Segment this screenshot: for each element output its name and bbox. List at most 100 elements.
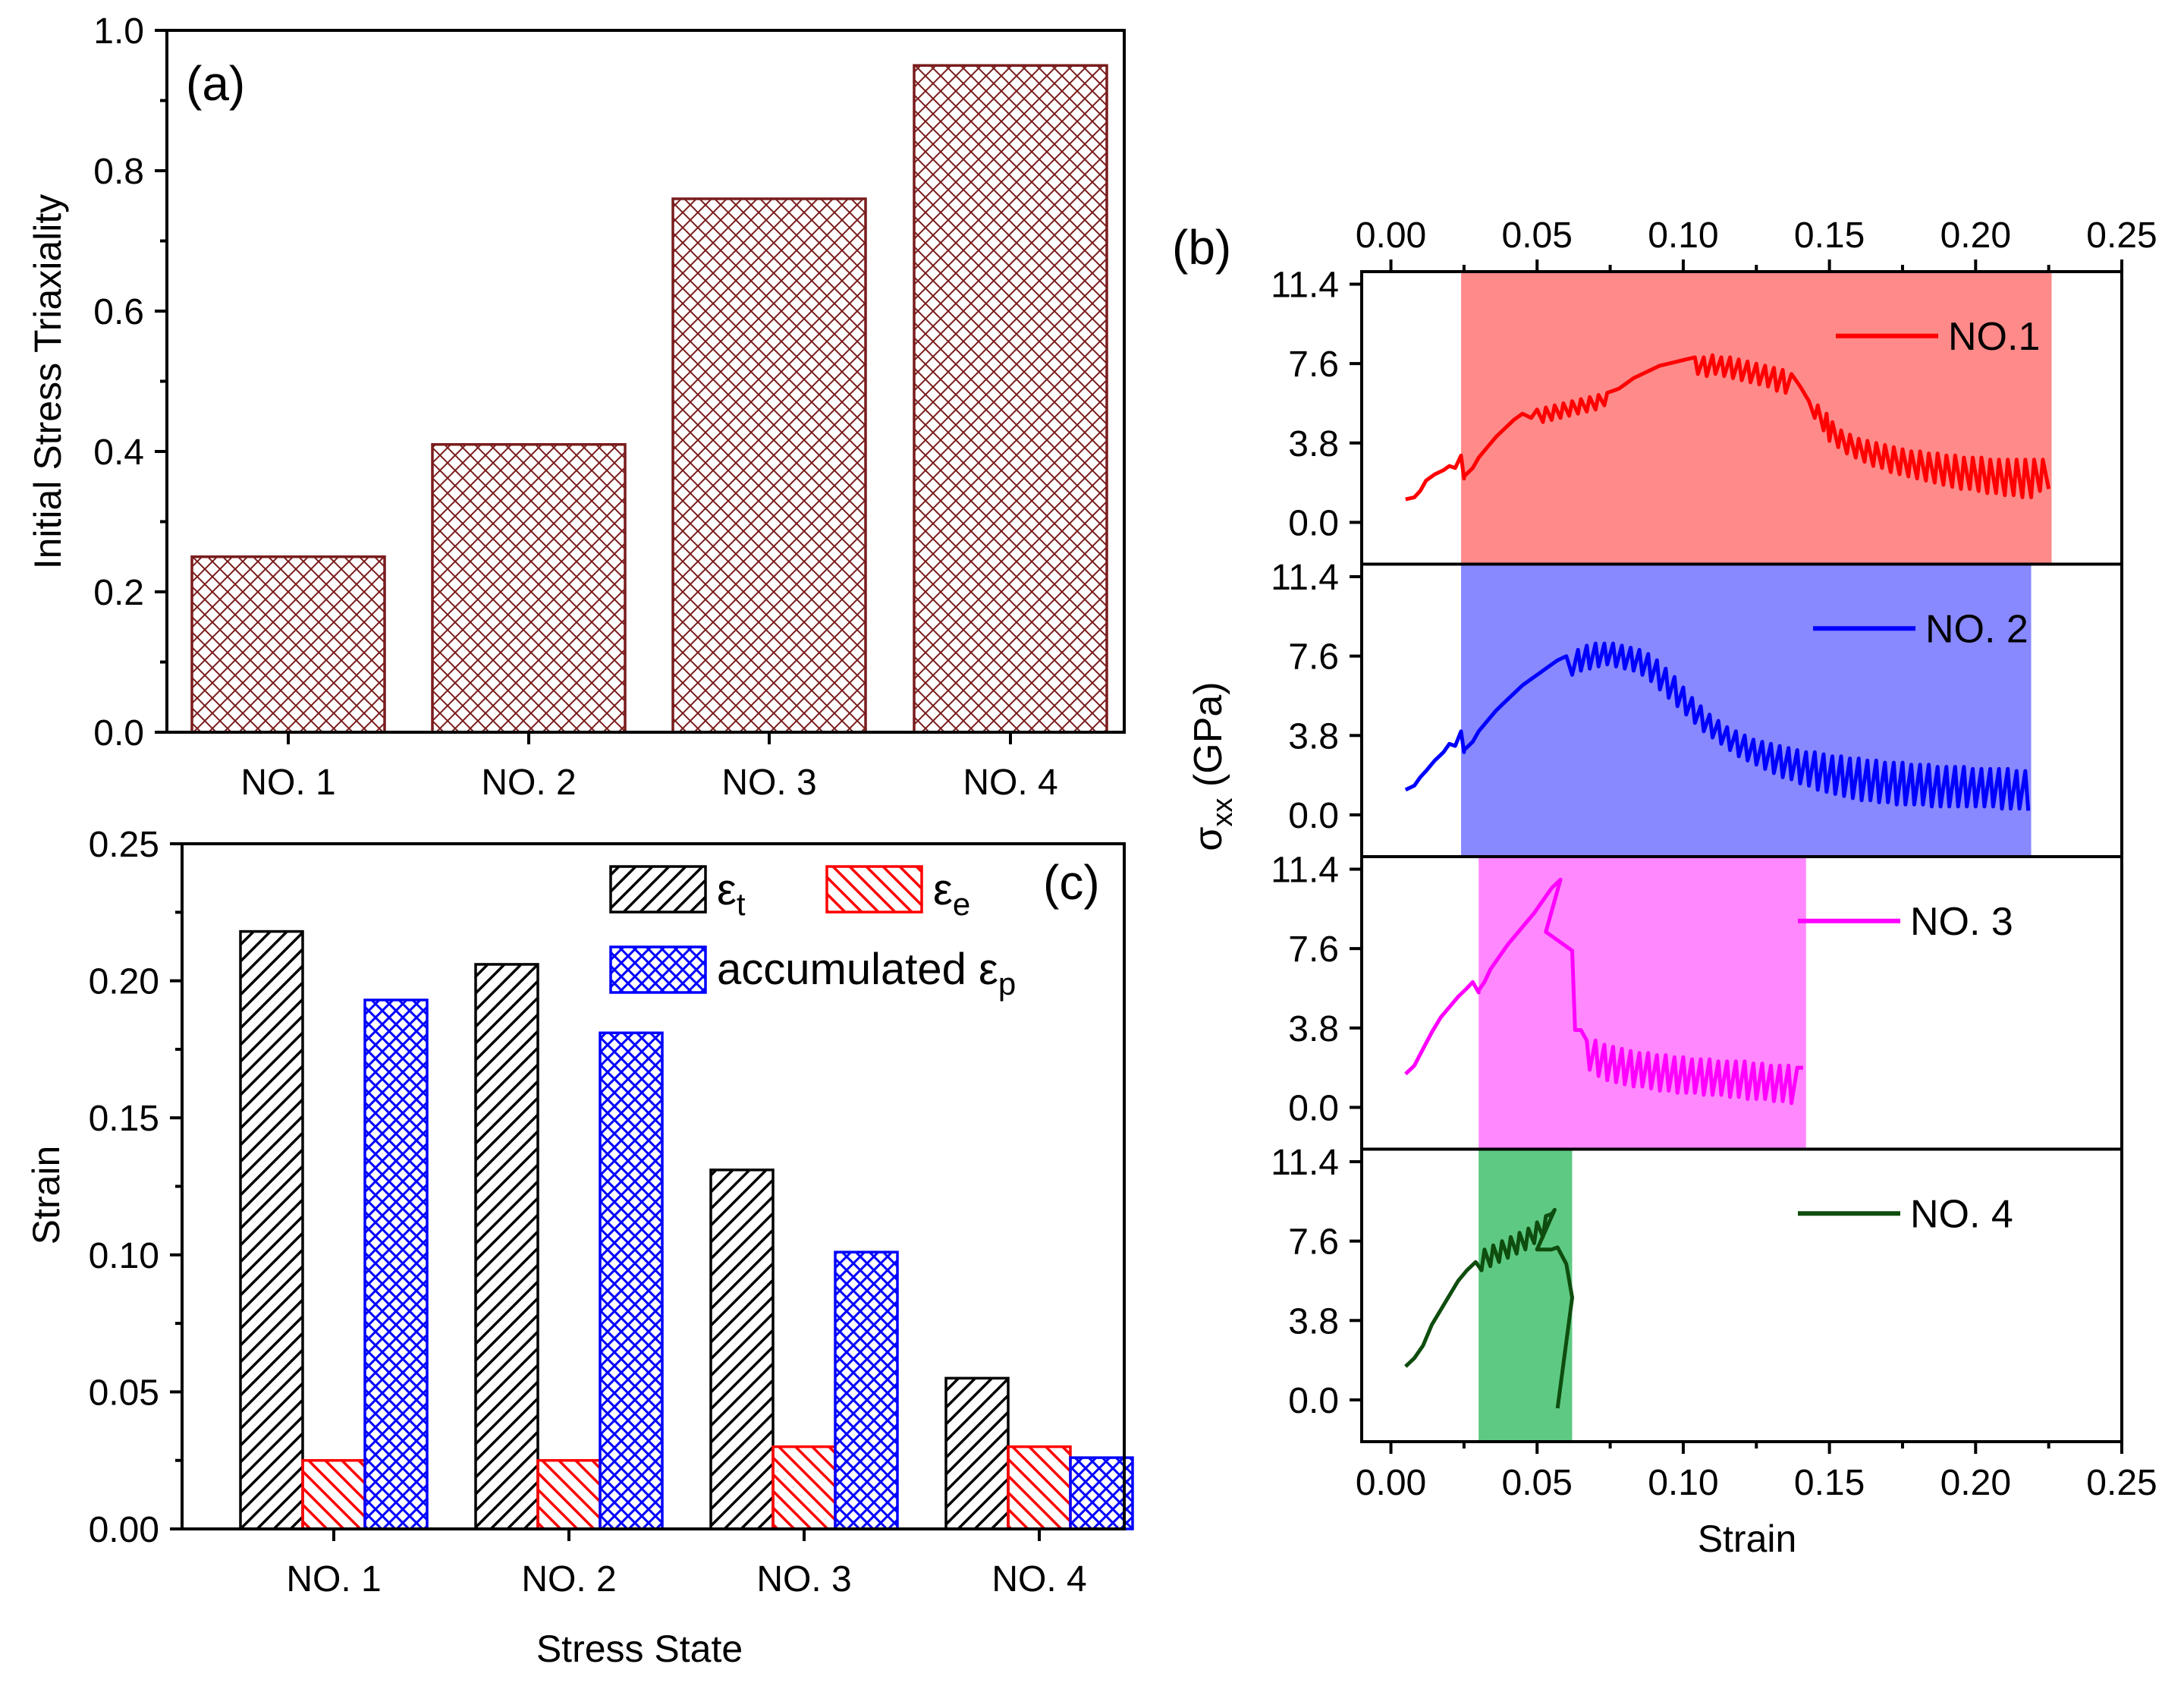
panel-a-bars — [190, 64, 1108, 734]
panel-c-x-axis-title: Stress State — [536, 1628, 743, 1670]
panel-a-y-axis-title: Initial Stress Triaxiality — [27, 194, 69, 570]
panel-c-x-ticks: NO. 1 NO. 2 NO. 3 NO. 4 — [286, 1529, 1087, 1599]
panel-c-bar-series1-cat2 — [474, 963, 539, 1530]
panel-b-y-tick-label: 0.0 — [1288, 503, 1339, 543]
panel-b-y-axis-title: σxx (GPa) — [1186, 681, 1239, 851]
panel-c-bar-series1-cat3 — [709, 1169, 775, 1530]
panel-c-bar-series3-cat2 — [599, 1031, 664, 1530]
panel-b-subplot-4: 0.0 3.8 7.6 11.4 NO. 4 — [1271, 1143, 2013, 1442]
panel-b-x-tick-label-bottom: 0.20 — [1940, 1463, 2011, 1503]
panel-b-y-tick-label: 7.6 — [1288, 637, 1339, 678]
panel-b-y-tick-label: 3.8 — [1288, 1009, 1339, 1049]
panel-c-bar-series2-cat3 — [771, 1445, 837, 1530]
panel-c-y-tick-label: 0.10 — [89, 1236, 159, 1276]
panel-b-shade-4 — [1479, 1149, 1573, 1442]
panel-a-x-tick-label: NO. 2 — [481, 763, 576, 803]
panel-b-dividers — [1362, 562, 2122, 1151]
panel-c-bar-series3-cat1 — [363, 999, 429, 1530]
panel-b-line-3 — [1404, 877, 1803, 1106]
panel-b-y-tick-label: 11.4 — [1271, 851, 1339, 891]
panel-b-shade-2 — [1461, 564, 2032, 857]
legend-swatch-et — [609, 865, 707, 914]
panel-b-legend-label-1: NO.1 — [1948, 315, 2040, 359]
panel-b-y-tick-label: 11.4 — [1271, 558, 1339, 598]
panel-c-y-tick-label: 0.05 — [89, 1373, 159, 1413]
panel-c-y-tick-label: 0.20 — [89, 962, 159, 1002]
panel-c-y-ticks: 0.00 0.05 0.10 0.15 0.20 0.25 — [89, 825, 182, 1550]
panel-a-label: (a) — [186, 56, 245, 111]
panel-c-y-tick-label: 0.00 — [89, 1510, 159, 1550]
panel-b-y-tick-label: 0.0 — [1288, 1088, 1339, 1128]
panel-b-y-tick-label: 7.6 — [1288, 930, 1339, 970]
panel-b-shade-3 — [1479, 857, 1806, 1150]
panel-c-y-tick-label: 0.25 — [89, 825, 159, 865]
panel-b-x-tick-label-bottom: 0.25 — [2086, 1463, 2157, 1503]
panel-a-initial-stress-triaxiality: 0.00.20.40.60.81.0 NO. 1 NO. 2 NO. 3 NO. 4 … — [27, 11, 1126, 803]
panel-c-y-axis-title: Strain — [25, 1146, 68, 1245]
panel-b-x-tick-label-bottom: 0.00 — [1356, 1463, 1426, 1503]
panel-b-subplot-3: 0.0 3.8 7.6 11.4 NO. 3 — [1271, 851, 2013, 1150]
panel-a-bar-1 — [190, 555, 386, 734]
panel-b-x-tick-label-bottom: 0.05 — [1502, 1463, 1573, 1503]
panel-b-line-1 — [1405, 353, 2051, 502]
panel-c-bar-series1-cat1 — [239, 930, 304, 1530]
panel-b-line-4 — [1404, 1207, 1574, 1409]
panel-b-y-tick-label: 7.6 — [1288, 344, 1339, 385]
panel-b-label: (b) — [1172, 220, 1231, 275]
panel-c-x-tick-label: NO. 4 — [991, 1559, 1086, 1599]
panel-a-x-tick-label: NO. 4 — [963, 763, 1057, 803]
panel-a-y-tick-label: 0.8 — [93, 152, 144, 192]
panel-b-y-tick-label: 0.0 — [1288, 796, 1339, 836]
panel-b-legend-label-4: NO. 4 — [1910, 1192, 2013, 1236]
panel-c-bar-series1-cat4 — [944, 1376, 1010, 1530]
panel-b-x-ticks: 0.00 0.00 0.05 0.05 0.10 0.10 0.15 0.15 0.20 0.20… — [1356, 215, 2157, 1503]
legend-label-ep: accumulated εp — [717, 945, 1016, 1002]
legend-swatch-ep — [609, 945, 707, 994]
panel-a-x-tick-label: NO. 3 — [721, 763, 816, 803]
panel-b-legend-label-2: NO. 2 — [1925, 607, 2028, 651]
panel-a-x-ticks: NO. 1 NO. 2 NO. 3 NO. 4 — [240, 732, 1058, 803]
panel-a-y-tick-label: 1.0 — [93, 11, 144, 52]
panel-c-x-tick-label: NO. 3 — [756, 1559, 851, 1599]
panel-b-y-tick-label: 3.8 — [1288, 716, 1339, 756]
legend-swatch-ee — [825, 865, 923, 914]
panel-c-x-tick-label: NO. 2 — [521, 1559, 616, 1599]
panel-c-bar-series3-cat3 — [834, 1250, 899, 1530]
panel-c-y-tick-label: 0.15 — [89, 1099, 159, 1139]
panel-b-x-tick-label-bottom: 0.10 — [1648, 1463, 1718, 1503]
panel-b-x-tick-label-top: 0.05 — [1502, 215, 1573, 256]
panel-c-bar-series3-cat4 — [1069, 1456, 1134, 1530]
panel-b-y-tick-label: 11.4 — [1271, 1143, 1339, 1183]
panel-b-legend-label-3: NO. 3 — [1910, 900, 2013, 944]
panel-c-strain-components: 0.00 0.05 0.10 0.15 0.20 0.25 NO. 1 NO. 2 NO. 3… — [25, 825, 1134, 1670]
panel-a-bar-2 — [431, 443, 627, 734]
panel-b-y-tick-label: 0.0 — [1288, 1381, 1339, 1421]
panel-a-y-tick-label: 0.0 — [93, 713, 144, 753]
panel-b-x-tick-label-top: 0.15 — [1794, 215, 1865, 256]
panel-c-bar-series2-cat4 — [1007, 1445, 1072, 1530]
legend-label-et: εt — [717, 865, 746, 922]
panel-a-x-tick-label: NO. 1 — [240, 763, 335, 803]
panel-b-x-tick-label-top: 0.20 — [1940, 215, 2011, 256]
panel-b-y-tick-label: 3.8 — [1288, 1301, 1339, 1342]
panel-b-subplot-2: 0.0 3.8 7.6 11.4 NO. 2 — [1271, 558, 2032, 857]
panel-c-label: (c) — [1043, 855, 1100, 910]
panel-c-legend: εt εe accumulated εp — [609, 865, 1016, 1002]
panel-b-y-tick-label: 11.4 — [1271, 266, 1339, 306]
panel-b-x-tick-label-bottom: 0.15 — [1794, 1463, 1865, 1503]
panel-b-subplots: 0.0 3.8 7.6 11.4 NO.1 0.0 3.8 7.6 11.4 NO. 2 0.0 3.… — [1271, 266, 2052, 1442]
panel-c-bar-series2-cat1 — [301, 1458, 366, 1530]
panel-a-y-tick-label: 0.6 — [93, 292, 144, 332]
panel-b-line-2 — [1404, 641, 2031, 811]
legend-label-ee: εe — [933, 865, 970, 922]
panel-b-x-tick-label-top: 0.25 — [2086, 215, 2157, 256]
panel-c-bar-series2-cat2 — [536, 1458, 602, 1530]
panel-b-subplot-1: 0.0 3.8 7.6 11.4 NO.1 — [1271, 266, 2052, 565]
panel-a-bar-3 — [671, 197, 867, 734]
panel-a-bar-4 — [913, 64, 1108, 734]
panel-b-y-tick-label: 7.6 — [1288, 1222, 1339, 1263]
panel-b-stress-strain: 0.0 3.8 7.6 11.4 NO.1 0.0 3.8 7.6 11.4 NO. 2 0.0 3.… — [1172, 215, 2157, 1560]
panel-c-x-tick-label: NO. 1 — [286, 1559, 381, 1599]
panel-c-bars — [239, 930, 1134, 1530]
